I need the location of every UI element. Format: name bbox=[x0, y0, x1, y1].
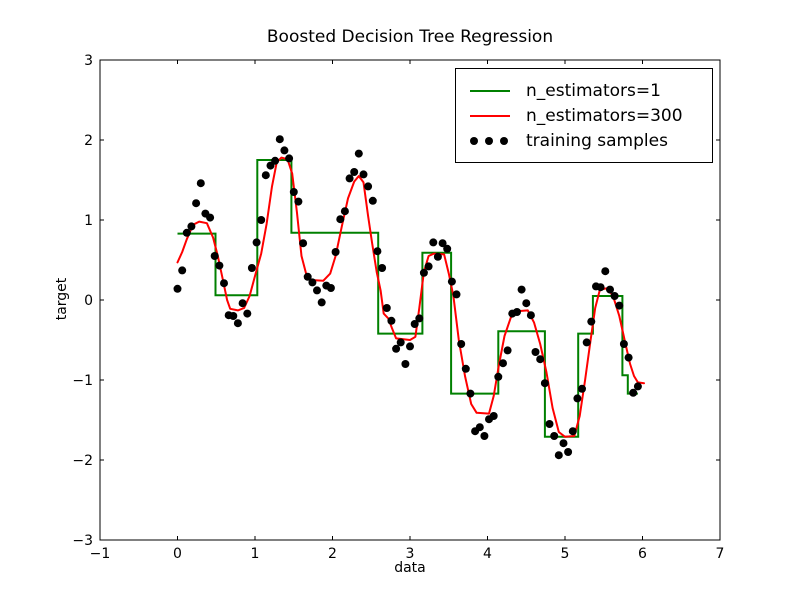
y-tick-label: 0 bbox=[84, 293, 93, 309]
x-tick-label: 4 bbox=[483, 546, 492, 562]
legend-scatter-dots-icon bbox=[470, 137, 508, 146]
x-tick-label: 1 bbox=[251, 546, 260, 562]
legend-row-training-samples: training samples bbox=[468, 129, 700, 154]
x-tick-label: 3 bbox=[406, 546, 415, 562]
chart-title: Boosted Decision Tree Regression bbox=[266, 27, 554, 47]
legend-label-training-samples: training samples bbox=[526, 131, 668, 152]
y-tick-label: 2 bbox=[84, 133, 93, 149]
y-axis-label: target bbox=[54, 277, 70, 321]
legend-row-estimators-300: n_estimators=300 bbox=[468, 103, 700, 128]
x-tick-label: −1 bbox=[90, 546, 111, 562]
x-tick-label: 2 bbox=[328, 546, 337, 562]
x-tick-label: 7 bbox=[716, 546, 725, 562]
x-tick-label: 6 bbox=[638, 546, 647, 562]
legend-label-estimators-1: n_estimators=1 bbox=[526, 80, 661, 101]
legend-label-estimators-300: n_estimators=300 bbox=[526, 105, 683, 126]
y-tick-label: −2 bbox=[72, 453, 93, 469]
legend-green-line-icon bbox=[470, 89, 510, 92]
x-axis-label: data bbox=[394, 560, 426, 576]
legend-red-line-icon bbox=[470, 114, 510, 117]
y-tick-label: −3 bbox=[72, 533, 93, 549]
legend: n_estimators=1 n_estimators=300 training… bbox=[455, 68, 713, 163]
legend-row-estimators-1: n_estimators=1 bbox=[468, 78, 700, 103]
x-tick-label: 0 bbox=[173, 546, 182, 562]
x-tick-label: 5 bbox=[561, 546, 570, 562]
y-tick-label: 1 bbox=[84, 213, 93, 229]
y-tick-label: 3 bbox=[84, 53, 93, 69]
y-tick-label: −1 bbox=[72, 373, 93, 389]
